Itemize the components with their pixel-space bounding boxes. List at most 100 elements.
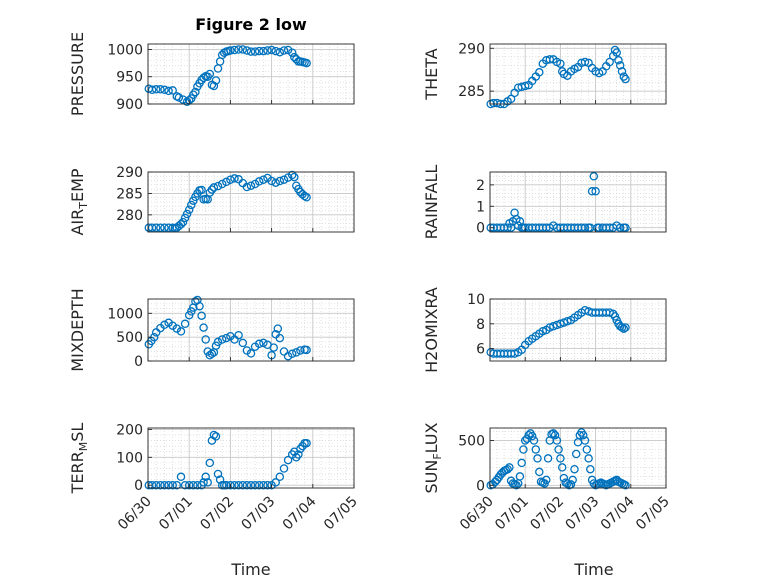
data-point [275, 472, 285, 482]
data-point [187, 200, 196, 210]
y-axis-label: THETA [422, 48, 441, 100]
data-point [147, 223, 157, 232]
axes-box [147, 171, 355, 233]
y-tick-label: 290 [116, 165, 143, 181]
data-point [174, 93, 184, 102]
y-axis-label: SUNFLUX [422, 422, 444, 493]
data-point [302, 58, 311, 68]
data-point [203, 478, 212, 487]
data-point [151, 328, 161, 337]
data-point [580, 223, 590, 232]
data-point [510, 88, 519, 98]
data-point [254, 339, 264, 349]
y-tick-label: 290 [458, 41, 485, 57]
data-point [503, 223, 512, 232]
subplot-rainfall: 0 1 2 RAINFALL [422, 165, 667, 239]
data-point [296, 346, 305, 355]
data-point [226, 480, 235, 490]
data-point [191, 87, 200, 97]
data-point [160, 480, 169, 490]
data-point [271, 178, 280, 187]
data-point [259, 480, 268, 490]
y-tick-label: 2 [476, 178, 485, 194]
series-theta [486, 45, 630, 109]
data-point [279, 464, 289, 473]
y-axis-label: AIRTEMP [68, 168, 90, 235]
data-point [554, 445, 563, 454]
data-point [209, 81, 219, 91]
subplot-h2omixra: 6 8 10 H2OMIXRA [422, 287, 667, 373]
data-point [531, 445, 541, 454]
data-point [168, 86, 177, 95]
data-point [213, 181, 223, 191]
y-tick-label: 500 [458, 434, 485, 450]
data-point [197, 185, 206, 195]
x-axis-label-left: Time [230, 560, 270, 579]
data-point [621, 323, 630, 332]
data-point [535, 68, 544, 77]
data-point [246, 47, 256, 56]
data-point [619, 324, 629, 334]
data-point [199, 323, 208, 332]
data-point [579, 430, 588, 440]
data-point [176, 220, 186, 229]
data-point [246, 181, 256, 190]
y-tick-label: 0 [476, 221, 485, 237]
data-point [612, 48, 621, 57]
data-point [545, 323, 555, 332]
data-point [517, 458, 526, 468]
data-point [178, 217, 188, 227]
series-air_temp [144, 170, 311, 233]
data-point [147, 85, 157, 95]
y-tick-label: 0 [134, 354, 143, 370]
data-point [300, 191, 309, 201]
data-point [207, 185, 217, 194]
subplot-pressure: 900 950 1000 PRESSURE [68, 32, 355, 116]
data-point [279, 46, 289, 55]
data-point [217, 179, 227, 189]
y-tick-label: 1 [476, 199, 485, 215]
y-tick-label: 285 [458, 84, 485, 100]
data-point [568, 475, 577, 485]
data-point [246, 349, 256, 358]
data-point [197, 311, 206, 320]
data-point [184, 205, 194, 214]
data-point [205, 69, 215, 79]
data-point [226, 46, 235, 55]
data-point [151, 223, 161, 232]
data-point [189, 480, 198, 490]
data-point [211, 76, 221, 85]
data-point [151, 480, 161, 490]
series-sun_flux [486, 428, 630, 490]
data-point [182, 209, 192, 219]
y-tick-label: 285 [116, 186, 143, 202]
y-tick-label: 6 [476, 342, 485, 358]
axes-box [147, 43, 355, 105]
data-point [222, 480, 231, 490]
y-tick-label: 500 [116, 330, 143, 346]
axes-box [489, 171, 667, 233]
data-point [302, 345, 311, 355]
data-point [234, 480, 243, 490]
data-point [556, 59, 565, 68]
data-point [199, 478, 208, 487]
data-point [621, 223, 630, 232]
data-point [515, 472, 525, 481]
data-point [269, 343, 278, 352]
data-point [273, 324, 283, 333]
data-point [176, 472, 186, 482]
data-point [621, 481, 630, 490]
y-tick-label: 0 [476, 478, 485, 494]
axes-box [489, 298, 667, 362]
subplot-theta: 285 290 THETA [422, 41, 667, 109]
data-point [563, 317, 572, 326]
data-point [201, 335, 210, 344]
axes-box [147, 427, 355, 489]
data-point [263, 46, 272, 55]
data-point [520, 81, 530, 91]
data-point [550, 430, 560, 440]
x-tick-label: 07/01 [156, 494, 196, 534]
data-point [246, 480, 256, 490]
data-point [230, 174, 239, 183]
